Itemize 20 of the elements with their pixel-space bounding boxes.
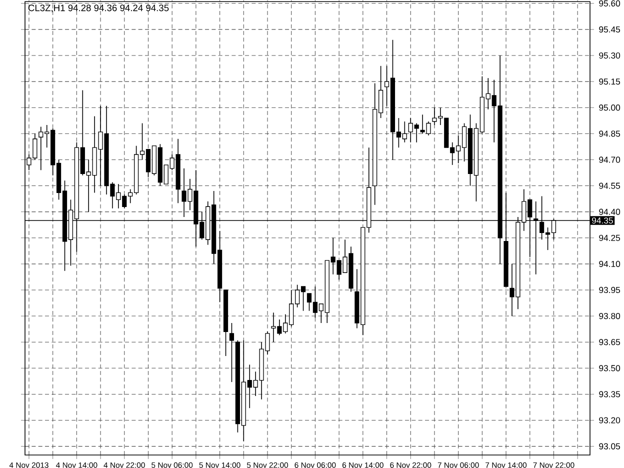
y-tick-label: 94.10 — [599, 260, 620, 268]
y-tick-label: 94.40 — [599, 208, 620, 215]
y-tick-label: 93.20 — [599, 417, 620, 424]
chart-title: CL3Z,H1 94.28 94.36 94.24 94.35 — [28, 4, 169, 12]
y-tick-label: 93.50 — [599, 365, 620, 372]
y-tick-label: 93.65 — [599, 339, 620, 346]
y-tick-label: 94.85 — [599, 130, 620, 137]
y-tick-label: 93.35 — [599, 391, 620, 398]
y-tick-label: 93.05 — [599, 443, 620, 450]
ref-line-label: 94.35 — [592, 217, 613, 224]
y-tick-label: 95.00 — [599, 104, 620, 111]
y-tick-label: 94.70 — [599, 156, 620, 163]
y-tick-label: 94.25 — [599, 234, 620, 241]
y-tick-label: 95.60 — [599, 0, 620, 6]
y-tick-label: 93.95 — [599, 286, 620, 294]
y-tick-label: 95.30 — [599, 52, 620, 59]
y-tick-label: 95.45 — [599, 26, 620, 33]
y-tick-label: 94.55 — [599, 182, 620, 189]
y-tick-label: 93.80 — [599, 312, 620, 320]
y-tick-label: 95.15 — [599, 78, 620, 85]
